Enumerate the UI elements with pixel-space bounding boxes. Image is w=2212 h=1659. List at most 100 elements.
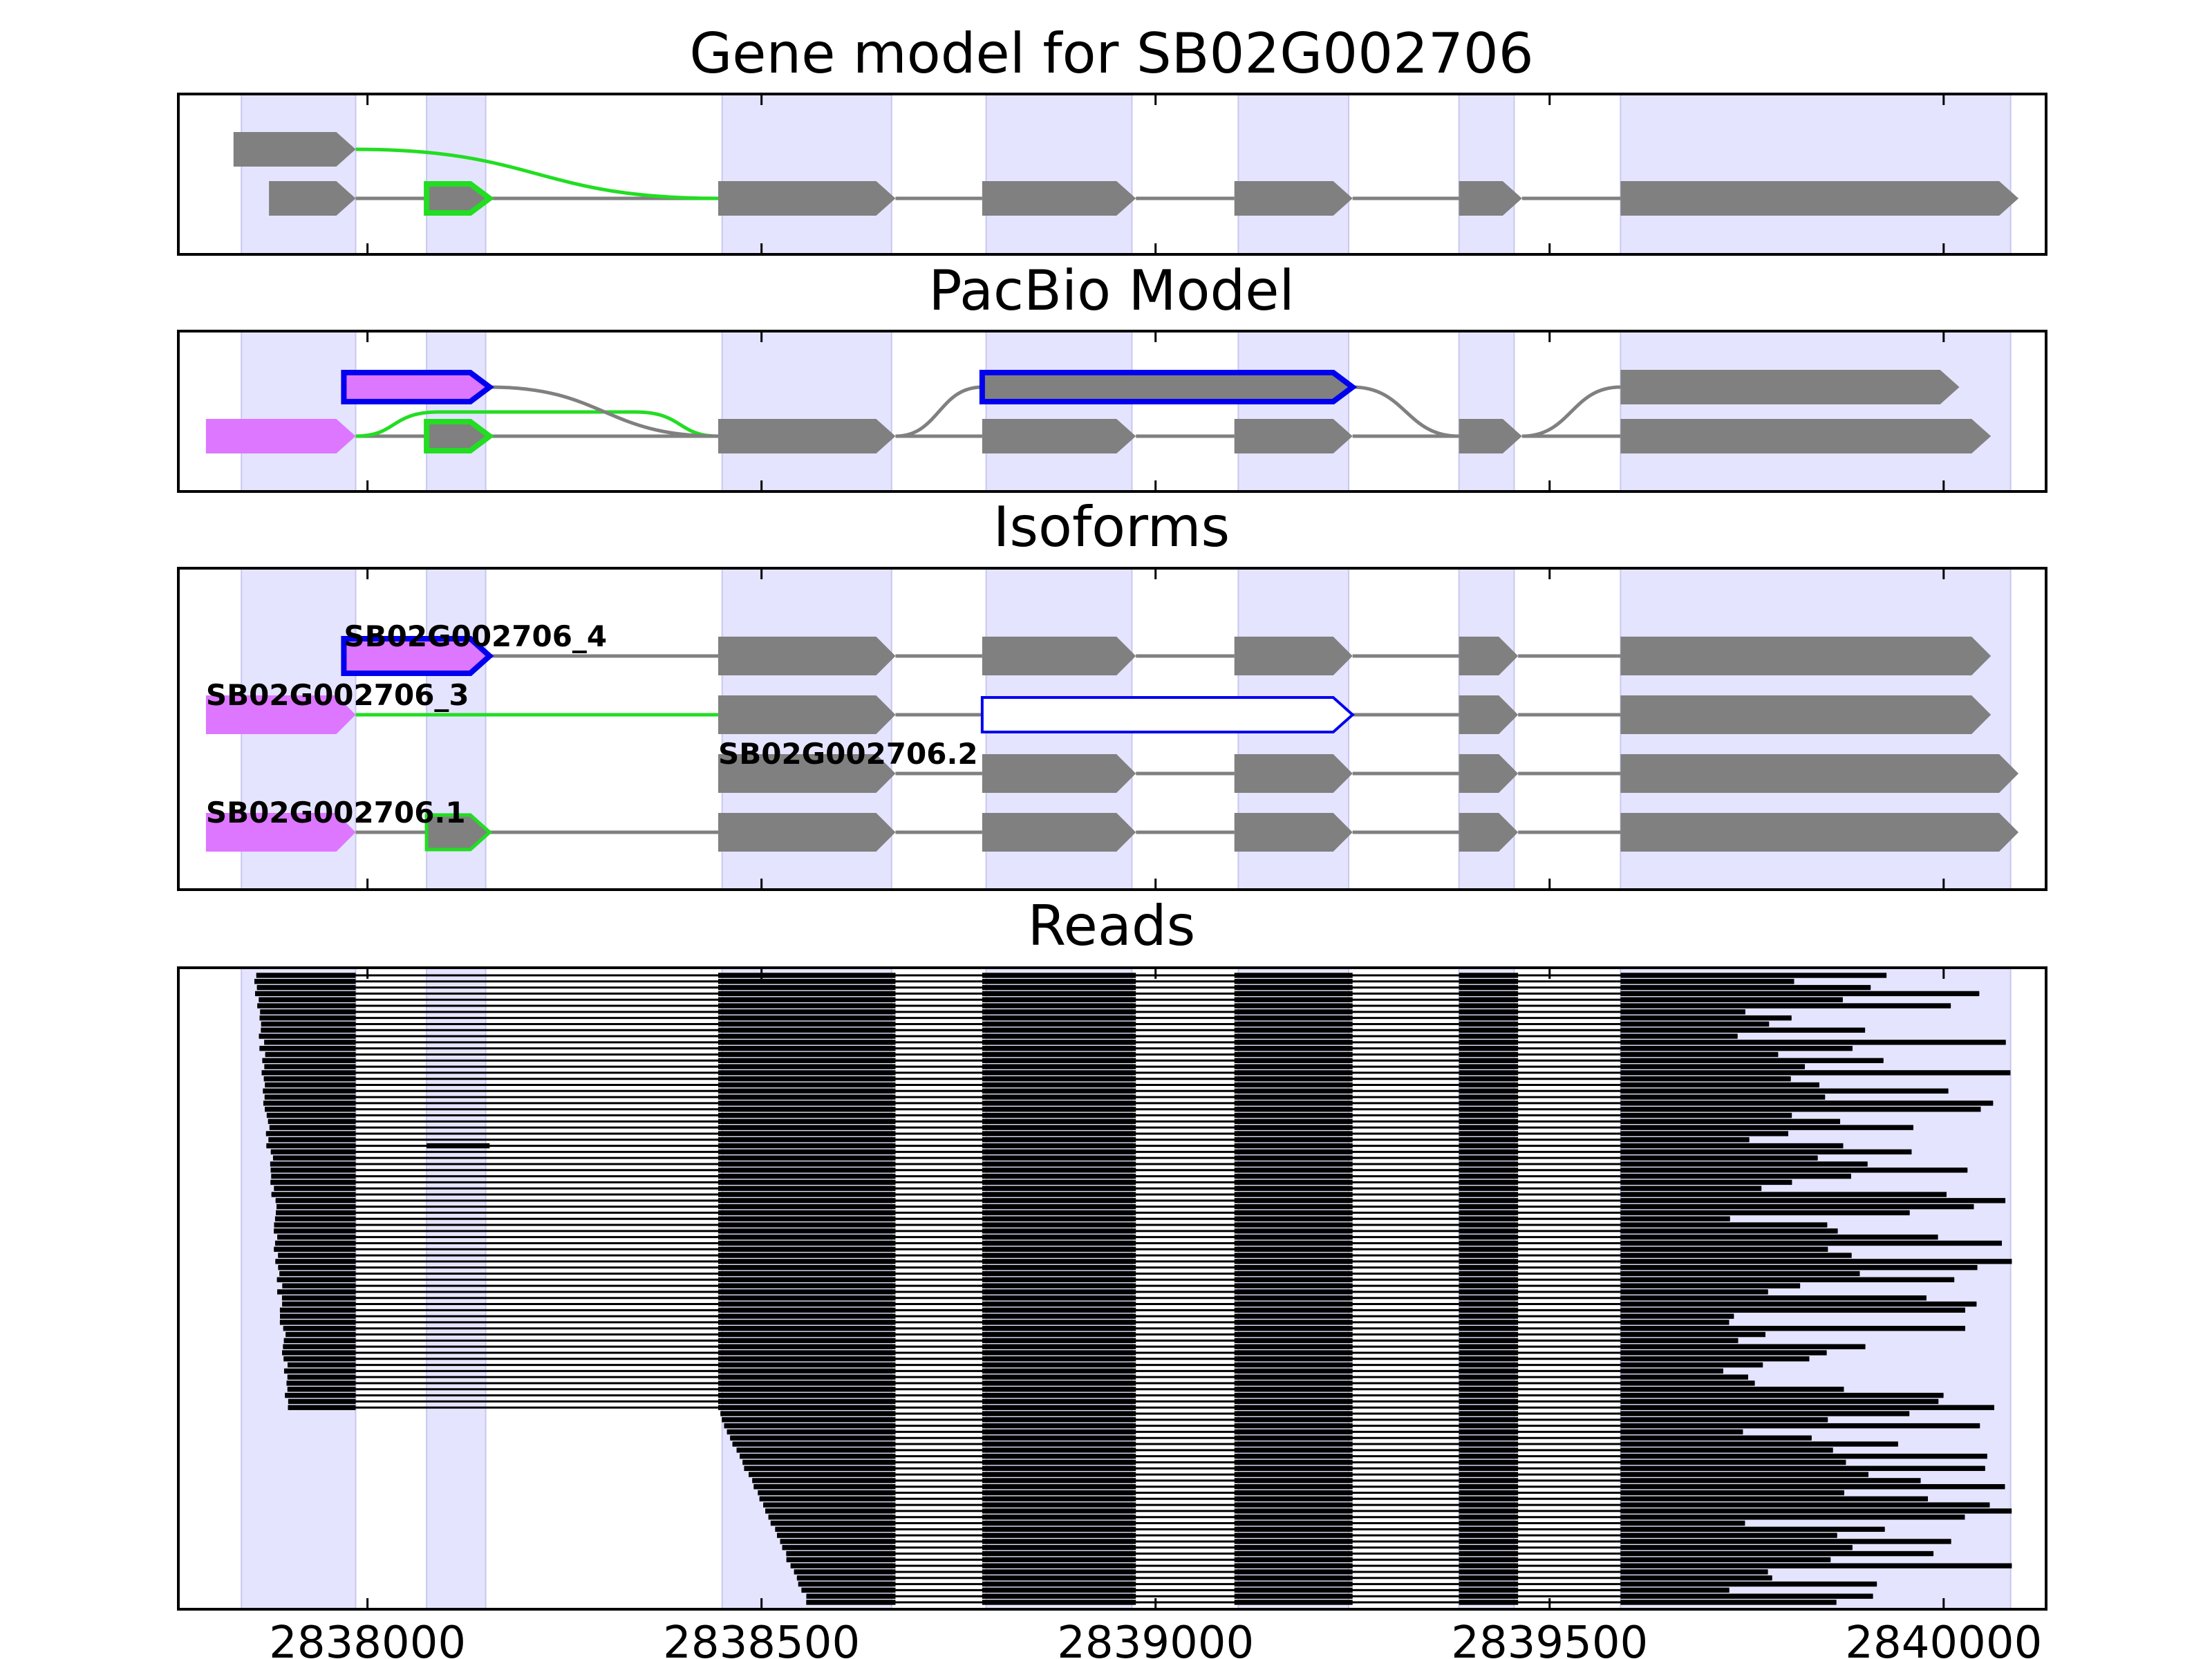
- read-block: [1620, 1398, 1939, 1405]
- read-block: [786, 1550, 896, 1557]
- read-block: [1459, 1587, 1519, 1593]
- read-block: [1234, 1051, 1353, 1058]
- read-block: [718, 1295, 896, 1301]
- read-block: [982, 984, 1136, 991]
- read: [796, 1575, 1772, 1581]
- panel-title-pacbio-model: PacBio Model: [928, 259, 1294, 323]
- read-block: [718, 1045, 896, 1051]
- read-block: [718, 1118, 896, 1125]
- read-block: [718, 1021, 896, 1027]
- read-block: [718, 1009, 896, 1015]
- read: [759, 1496, 1929, 1501]
- read-block: [718, 1271, 896, 1277]
- read-block: [758, 1490, 896, 1496]
- read-block: [718, 1264, 896, 1271]
- read-block: [1234, 1222, 1353, 1228]
- read: [280, 1313, 1734, 1319]
- read-block: [982, 1003, 1136, 1009]
- read-block: [1459, 1253, 1519, 1258]
- read-block: [780, 1539, 896, 1544]
- read-block: [1459, 1545, 1519, 1550]
- read-block: [1234, 1496, 1353, 1501]
- read: [259, 1045, 1853, 1051]
- read-block: [718, 1240, 896, 1246]
- read-block: [1459, 1392, 1519, 1398]
- read: [265, 1131, 1789, 1136]
- read-block: [1620, 1539, 1951, 1544]
- read-block: [1459, 1496, 1519, 1501]
- read: [255, 991, 1980, 997]
- exon: [982, 813, 1136, 852]
- read: [780, 1539, 1951, 1544]
- read-block: [718, 1387, 896, 1392]
- read-block: [718, 1331, 896, 1338]
- read-block: [1459, 1338, 1519, 1344]
- read: [276, 1210, 1910, 1216]
- read: [763, 1502, 1990, 1508]
- read-block: [982, 1277, 1136, 1282]
- read-block: [1459, 1088, 1519, 1094]
- read-block: [1459, 1520, 1519, 1526]
- read-block: [1459, 1533, 1519, 1538]
- read-block: [1620, 1423, 1980, 1429]
- panel-gene-model: Gene model for SB02G002706: [177, 21, 2047, 256]
- read: [276, 1203, 1974, 1210]
- read-block: [1620, 1515, 1965, 1520]
- read-block: [759, 1496, 896, 1501]
- read-block: [287, 1374, 356, 1380]
- read-block: [274, 1228, 356, 1234]
- exon: [1234, 637, 1353, 675]
- x-tick-label: 2840000: [1845, 1618, 2042, 1659]
- read-block: [718, 1362, 896, 1368]
- read-block: [982, 1550, 1136, 1557]
- read-block: [1234, 1082, 1353, 1088]
- read-block: [1234, 1125, 1353, 1130]
- read-block: [276, 1203, 356, 1210]
- read-block: [1459, 1271, 1519, 1277]
- read-block: [1620, 1040, 2006, 1045]
- read: [786, 1550, 1934, 1557]
- read-block: [256, 984, 356, 991]
- read: [775, 1526, 1885, 1533]
- read: [266, 1143, 1844, 1149]
- read: [282, 1283, 1801, 1288]
- highlight-band: [1458, 93, 1515, 255]
- read: [283, 1344, 1866, 1349]
- exon: [1620, 695, 1991, 734]
- read-block: [1459, 1593, 1519, 1599]
- read-block: [1459, 997, 1519, 1002]
- read-block: [272, 1155, 356, 1161]
- read-block: [1459, 1581, 1519, 1587]
- read: [749, 1472, 1868, 1477]
- read: [724, 1423, 1980, 1429]
- read-block: [264, 1094, 356, 1100]
- read-block: [259, 997, 356, 1002]
- read-block: [982, 997, 1136, 1002]
- read-block: [1459, 1478, 1519, 1483]
- read-block: [1459, 1563, 1519, 1568]
- read: [279, 1307, 1965, 1313]
- read-block: [283, 1356, 356, 1362]
- read-block: [982, 1356, 1136, 1362]
- read-block: [718, 1149, 896, 1155]
- read-block: [1620, 1173, 1851, 1179]
- read-block: [282, 1301, 356, 1307]
- read-block: [261, 1070, 356, 1076]
- read-block: [718, 1137, 896, 1143]
- read-block: [982, 1161, 1136, 1167]
- read-block: [982, 1338, 1136, 1344]
- read-block: [1620, 1283, 1801, 1288]
- read-block: [1459, 1277, 1519, 1282]
- read-block: [1459, 1405, 1519, 1410]
- read-block: [1234, 1179, 1353, 1185]
- read-block: [1459, 1301, 1519, 1307]
- read-block: [1620, 1125, 1913, 1130]
- read-block: [287, 1387, 356, 1392]
- read-block: [982, 1064, 1136, 1069]
- read-block: [1234, 1502, 1353, 1508]
- read-block: [1620, 1374, 1748, 1380]
- read: [742, 1459, 1846, 1465]
- read-block: [1459, 1575, 1519, 1581]
- read-block: [276, 1210, 356, 1216]
- read-block: [1620, 1021, 1770, 1027]
